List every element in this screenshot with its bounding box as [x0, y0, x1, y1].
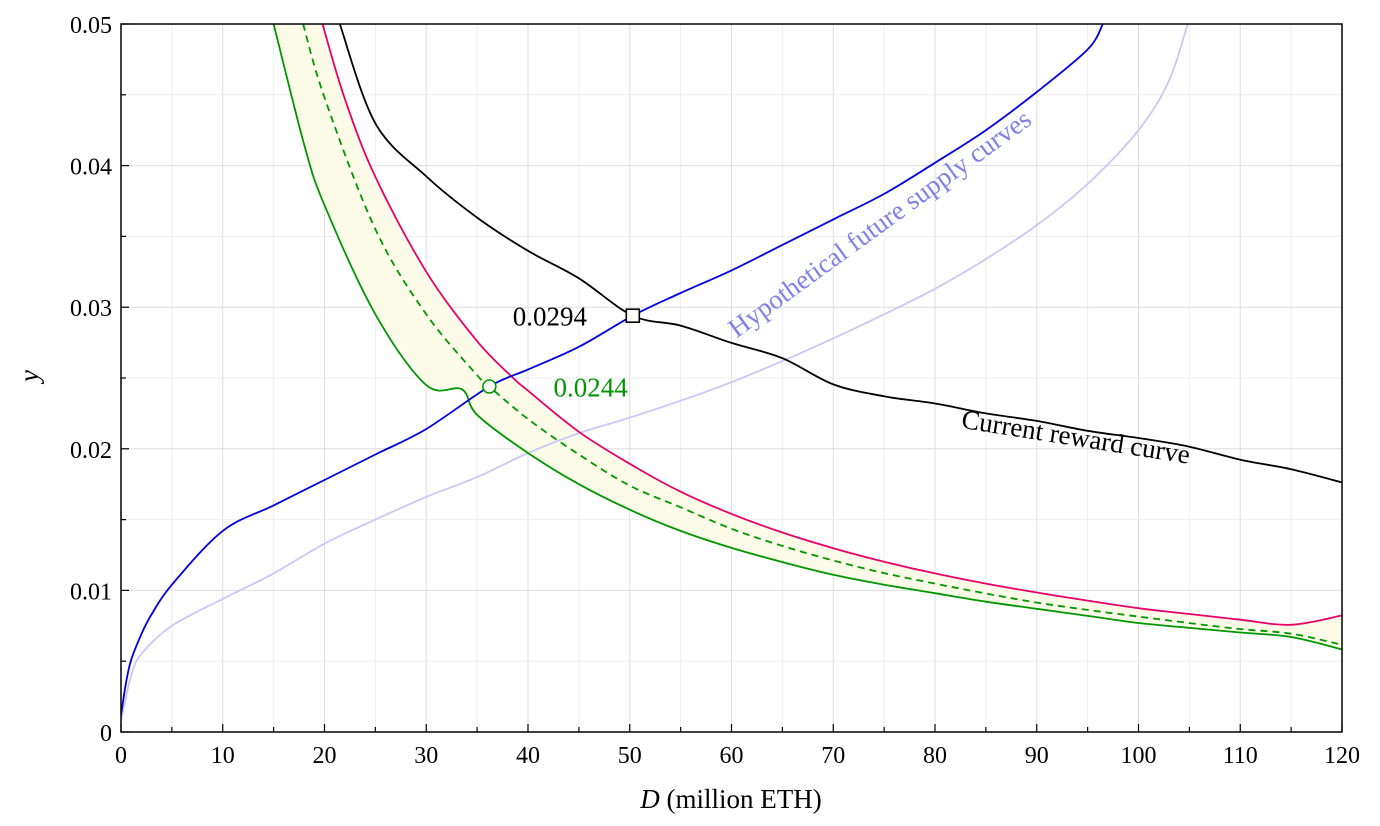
- x-axis-variable: D: [639, 784, 660, 814]
- markers: [482, 308, 641, 394]
- y-tick-label: 0: [100, 721, 112, 747]
- x-axis-unit: (million ETH): [660, 784, 822, 814]
- axis-ticks: 0 10 20 30 40 50 60 70 80 90 100 110 120 0 0.01 0.02 0.0…: [70, 13, 1360, 769]
- x-tick-label: 50: [618, 743, 642, 769]
- series-line-1: [321, 24, 1342, 626]
- annotation-label: 0.0294: [513, 302, 588, 332]
- series-line-0: [338, 24, 1342, 484]
- series-line-2: [302, 24, 1342, 646]
- y-tick-label: 0.04: [70, 155, 112, 181]
- x-tick-label: 0: [115, 743, 127, 769]
- y-tick-label: 0.01: [70, 579, 112, 605]
- y-tick-label: 0.05: [70, 13, 112, 39]
- x-tick-label: 100: [1121, 743, 1157, 769]
- x-tick-label: 90: [1025, 743, 1049, 769]
- x-tick-label: 60: [720, 743, 744, 769]
- x-tick-label: 110: [1223, 743, 1258, 769]
- annotation-label: Current reward curve: [959, 404, 1192, 470]
- series-lines: [121, 24, 1342, 721]
- x-tick-label: 10: [211, 743, 235, 769]
- annotation-label: 0.0244: [553, 372, 628, 402]
- square-marker: [625, 308, 641, 323]
- uncertainty-band: [273, 24, 1342, 650]
- y-tick-label: 0.02: [70, 438, 112, 464]
- y-axis-label: y: [14, 370, 44, 385]
- band-area: [273, 24, 1342, 650]
- y-tick-label: 0.03: [70, 296, 112, 322]
- x-tick-label: 70: [821, 743, 845, 769]
- x-tick-label: 40: [516, 743, 540, 769]
- series-line-5: [121, 24, 1189, 721]
- x-tick-label: 80: [923, 743, 947, 769]
- circle-marker: [482, 379, 497, 394]
- x-tick-label: 20: [313, 743, 337, 769]
- series-line-4: [121, 24, 1104, 716]
- x-axis-label: D (million ETH): [639, 784, 821, 814]
- series-line-3: [272, 24, 1342, 651]
- x-tick-label: 120: [1324, 743, 1360, 769]
- x-tick-label: 30: [414, 743, 438, 769]
